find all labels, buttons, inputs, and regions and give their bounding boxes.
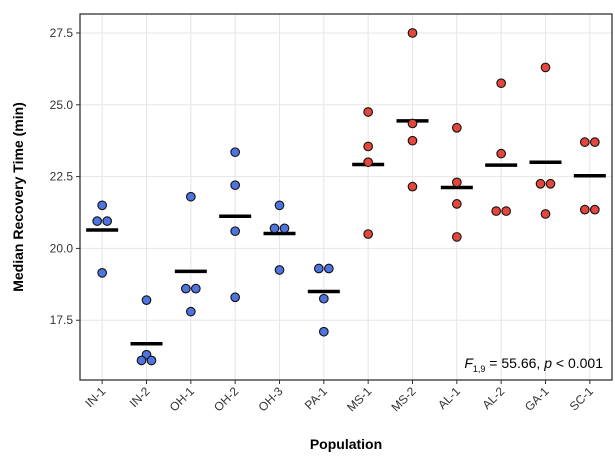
point — [491, 206, 502, 216]
y-axis-title: Median Recovery Time (min) — [10, 102, 26, 292]
point — [407, 28, 418, 38]
point — [279, 223, 290, 234]
point — [540, 62, 551, 73]
annotation: F1,9 = 55.66, p < 0.001 — [464, 355, 603, 374]
point — [318, 293, 329, 304]
y-tick-label: 27.5 — [50, 26, 74, 40]
point — [451, 199, 462, 209]
point — [589, 204, 600, 215]
point — [141, 295, 152, 305]
point — [102, 216, 113, 226]
y-tick-label: 17.5 — [50, 313, 74, 327]
point — [136, 355, 147, 366]
point — [190, 283, 201, 294]
point — [97, 200, 108, 211]
point — [579, 137, 590, 147]
point — [269, 223, 280, 234]
point — [407, 181, 418, 192]
point — [318, 326, 329, 337]
point — [407, 135, 418, 146]
annotation-f: F — [464, 355, 474, 371]
point — [230, 292, 241, 303]
point — [185, 306, 196, 317]
point — [545, 178, 556, 189]
point — [407, 118, 418, 129]
point — [579, 204, 590, 215]
point — [230, 226, 241, 237]
point — [323, 263, 334, 274]
point — [180, 283, 191, 294]
point — [97, 267, 108, 278]
point — [451, 122, 462, 133]
point — [363, 157, 374, 168]
point — [230, 180, 241, 191]
point — [92, 216, 103, 226]
point — [146, 355, 157, 366]
panel-border — [79, 13, 613, 381]
y-tick-label: 20.0 — [50, 241, 74, 255]
point — [185, 191, 196, 202]
point — [274, 265, 285, 275]
point — [230, 147, 241, 158]
point — [363, 229, 374, 239]
point — [363, 107, 374, 117]
point — [274, 200, 285, 211]
annotation-p: p — [543, 355, 552, 371]
point — [496, 78, 507, 89]
annotation-stat: = 55.66, — [485, 355, 544, 371]
point — [496, 148, 507, 159]
point — [589, 137, 600, 147]
y-tick-label: 22.5 — [50, 170, 74, 184]
annotation-pval: < 0.001 — [552, 355, 603, 371]
point — [451, 177, 462, 188]
point — [363, 141, 374, 152]
point — [501, 206, 512, 216]
annotation-df: 1,9 — [473, 364, 486, 374]
marks — [86, 28, 606, 366]
y-tick-label: 25.0 — [50, 98, 74, 112]
grid — [80, 14, 612, 380]
point — [535, 178, 546, 189]
point — [451, 232, 462, 242]
x-axis-title: Population — [310, 436, 382, 452]
point — [313, 263, 324, 274]
point — [540, 209, 551, 219]
